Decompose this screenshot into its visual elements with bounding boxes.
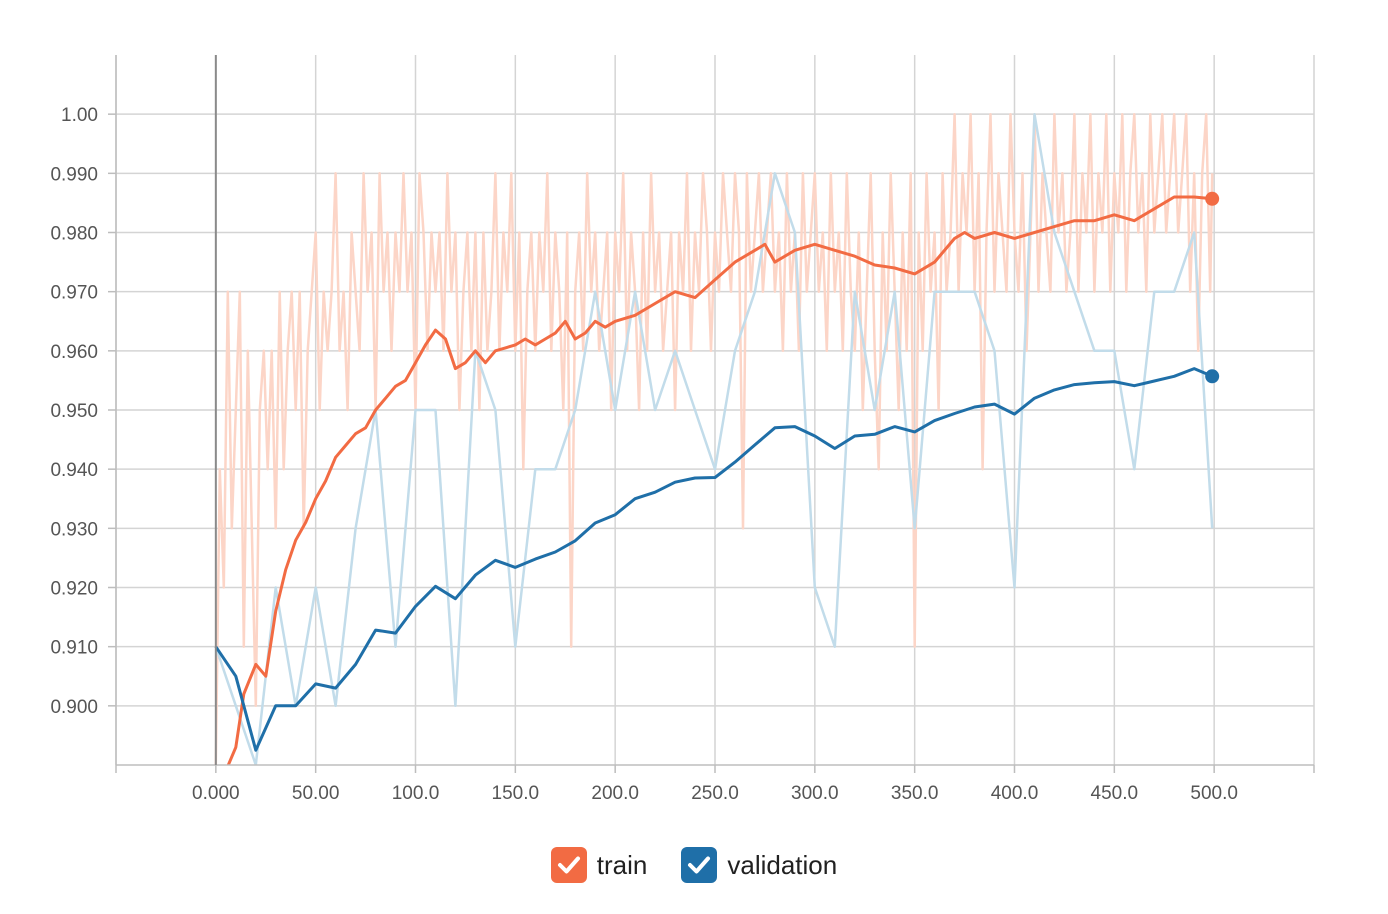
end-marker-validation xyxy=(1205,369,1220,384)
validation-checkbox[interactable] xyxy=(681,847,718,883)
chart: 0.000 50.00 100.0 150.0 200.0 250.0 300.0 350.0… xyxy=(50,55,1315,804)
raw-line-validation xyxy=(214,112,1214,765)
y-tick-label: 0.940 xyxy=(50,460,98,481)
train-checkbox[interactable] xyxy=(550,847,587,883)
legend-item-train[interactable]: train xyxy=(550,847,648,883)
smoothed-line-train xyxy=(226,195,1213,765)
y-axis-ticks: 0.900 0.910 0.920 0.930 0.940 0.950 0.960 0.970… xyxy=(50,105,98,718)
legend-item-validation[interactable]: validation xyxy=(681,847,837,883)
y-tick-label: 0.920 xyxy=(50,579,98,600)
x-tick-label: 500.0 xyxy=(1190,783,1238,804)
x-tick-label: 0.000 xyxy=(192,783,240,804)
x-tick-label: 300.0 xyxy=(791,783,839,804)
x-tick-label: 450.0 xyxy=(1091,783,1139,804)
end-marker-train xyxy=(1205,191,1220,206)
x-tick-label: 400.0 xyxy=(991,783,1039,804)
y-tick-label: 0.980 xyxy=(50,224,98,245)
y-tick-label: 0.970 xyxy=(50,283,98,304)
y-tick-label: 0.930 xyxy=(50,519,98,540)
x-tick-label: 50.00 xyxy=(292,783,340,804)
x-tick-label: 150.0 xyxy=(492,783,540,804)
y-tick-label: 0.990 xyxy=(50,164,98,185)
legend-label-validation: validation xyxy=(727,849,838,880)
smoothed-line-validation xyxy=(214,367,1213,752)
legend: train validation xyxy=(0,840,1388,890)
y-tick-label: 0.910 xyxy=(50,638,98,659)
x-tick-label: 200.0 xyxy=(591,783,639,804)
x-axis-ticks: 0.000 50.00 100.0 150.0 200.0 250.0 300.0 350.0… xyxy=(192,783,1238,804)
smoothed-series xyxy=(214,195,1213,765)
checkmark-icon xyxy=(688,856,711,874)
x-tick-label: 100.0 xyxy=(392,783,440,804)
raw-series xyxy=(214,112,1214,765)
legend-label-train: train xyxy=(596,849,648,880)
raw-line-train xyxy=(214,112,1214,765)
y-tick-label: 0.900 xyxy=(50,697,98,718)
x-tick-label: 350.0 xyxy=(891,783,939,804)
x-tick-label: 250.0 xyxy=(691,783,739,804)
y-tick-label: 1.00 xyxy=(61,105,98,126)
y-tick-label: 0.960 xyxy=(50,342,98,363)
series-end-markers xyxy=(1205,191,1220,384)
y-tick-label: 0.950 xyxy=(50,401,98,422)
checkmark-icon xyxy=(557,856,580,874)
axes xyxy=(108,55,1315,773)
